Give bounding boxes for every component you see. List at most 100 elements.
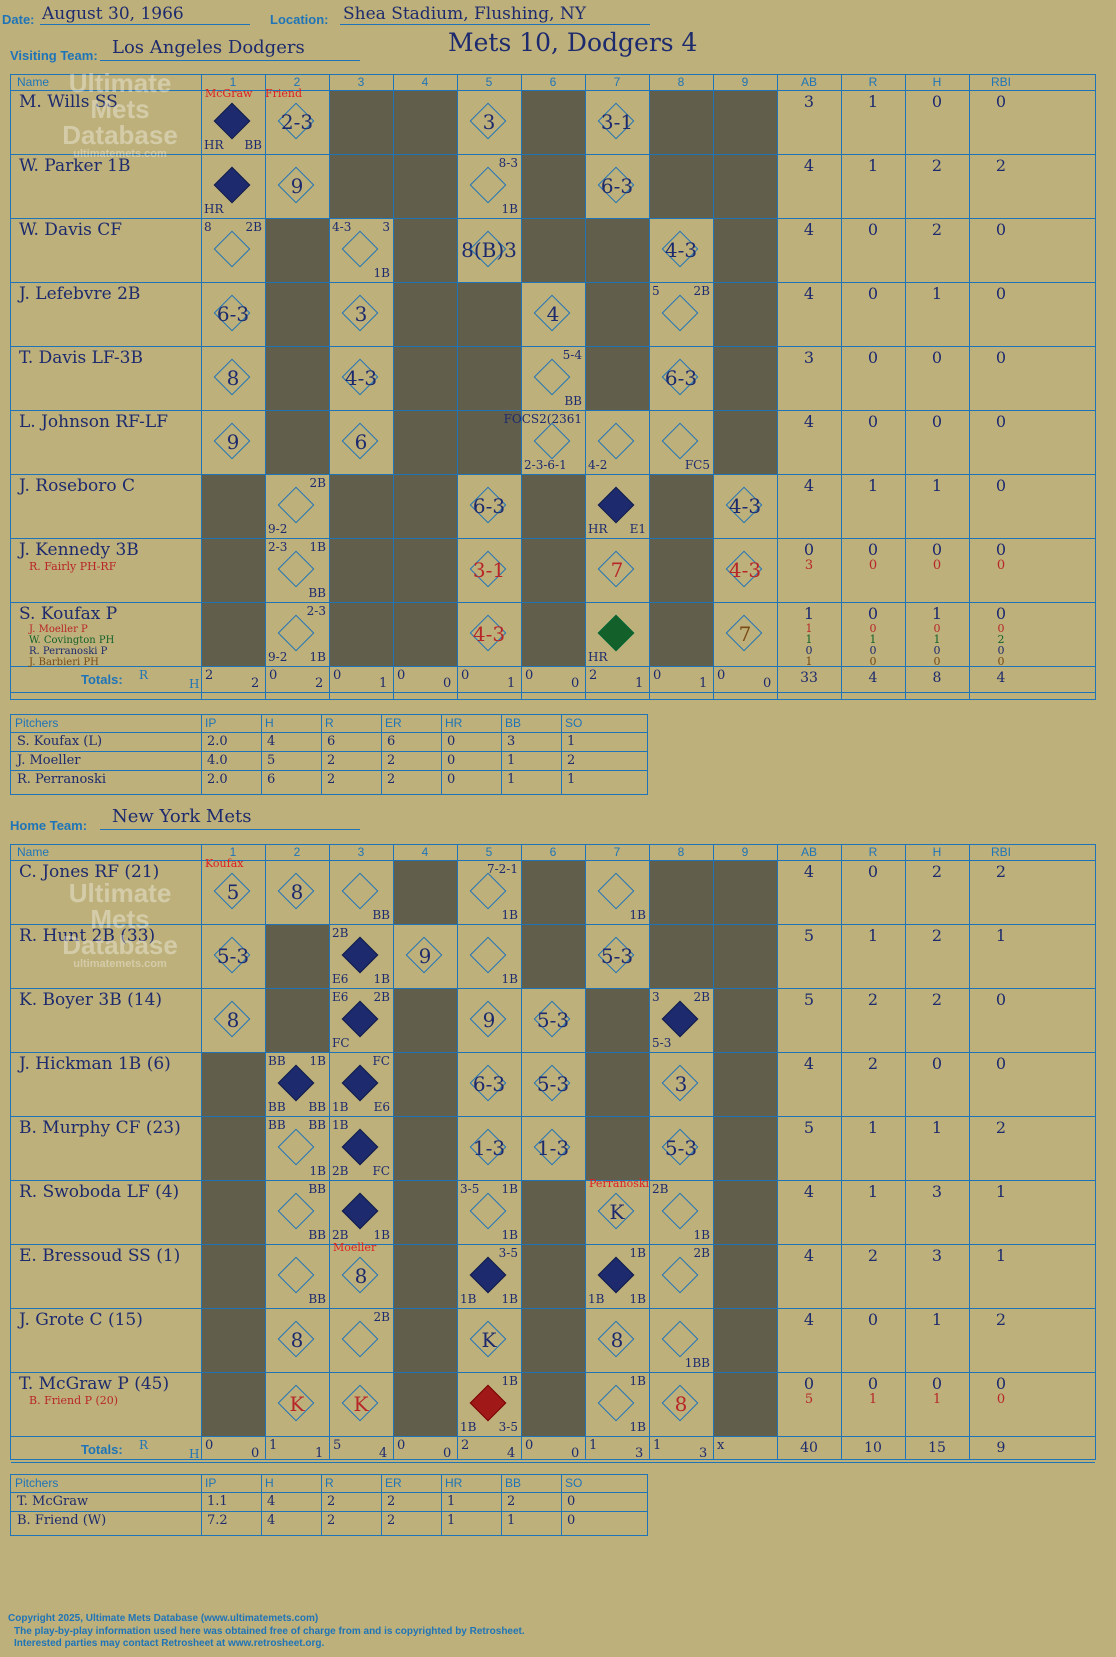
play-result: 6-3 <box>472 494 506 518</box>
home-scorecard: Name 1 2 3 4 5 6 7 8 9 AB R H RBI 5 8 BB 7-2-1 1B 1B 5-3 2B E6… <box>10 844 1096 1463</box>
home-inning-cell: 5-3 <box>521 1052 585 1116</box>
visitors-empty-cell <box>713 282 777 346</box>
visitors-empty-cell <box>713 218 777 282</box>
visitors-player-stat: 0 <box>803 540 815 559</box>
play-annotation: 2-3 <box>268 540 288 554</box>
home-inning-runs: 5 <box>333 1438 342 1453</box>
home-inning-cell: 1B 1B 1B <box>585 1244 649 1308</box>
visitors-pitcher-cell: 6 <box>387 734 396 749</box>
home-inning-cell: 2B <box>329 1308 393 1372</box>
visitors-sub-player-stat: 0 <box>997 655 1005 668</box>
visitors-pitcher-cell: 2 <box>387 753 396 768</box>
visitors-player-stat: 0 <box>867 604 879 623</box>
visitors-pitcher-cell: 4.0 <box>207 753 228 768</box>
home-empty-cell <box>713 988 777 1052</box>
home-player-stat: 0 <box>867 862 879 881</box>
home-col-rule <box>585 845 586 1459</box>
home-player-stat: 2 <box>867 990 879 1009</box>
play-annotation: 1B <box>501 1374 518 1388</box>
home-empty-cell <box>393 860 457 924</box>
visitors-col-rule <box>521 75 522 699</box>
home-inning-hits: 0 <box>251 1446 260 1461</box>
visitors-totals-h-label: H <box>189 677 200 691</box>
play-annotation: 5-4 <box>562 348 582 362</box>
visitors-sub-player-stat: 1 <box>933 633 941 646</box>
visitors-empty-cell <box>265 282 329 346</box>
home-empty-cell <box>393 988 457 1052</box>
play-result: 8 <box>674 1392 688 1416</box>
home-pitcher-cell: 4 <box>267 1494 276 1509</box>
visitors-sub-player-stat: 0 <box>997 622 1005 635</box>
visitors-player-stat: 0 <box>867 284 879 303</box>
home-pitcher-cell: 0 <box>567 1513 576 1528</box>
base-path-diamond <box>661 422 699 460</box>
play-annotation: BB <box>244 138 262 152</box>
visitors-pitcher-col-rule <box>381 715 382 794</box>
visitors-player-stat: 0 <box>995 412 1007 431</box>
visitors-pitcher-cell: 1 <box>507 772 516 787</box>
play-annotation: 1B <box>460 1292 477 1306</box>
visitors-pitcher-col-rule <box>561 715 562 794</box>
home-totals-label: Totals: <box>81 1442 123 1457</box>
play-result: 7 <box>610 558 624 582</box>
visitors-inning-cell: 8(B)3 <box>457 218 521 282</box>
visitors-inning-cell: 6-3 <box>201 282 265 346</box>
run-scored-diamond <box>341 1128 379 1166</box>
home-inning-cell: 1B 1B <box>585 1372 649 1436</box>
home-inning-cell: 3-5 1B 1B <box>457 1244 521 1308</box>
visitors-inning-runs: 0 <box>333 668 342 683</box>
home-pitcher-col-rule <box>501 1475 502 1535</box>
visitors-player-stat: 0 <box>867 412 879 431</box>
play-annotation: 1B <box>629 1374 646 1388</box>
home-empty-cell <box>713 1244 777 1308</box>
home-sub-player-name: B. Friend P (20) <box>29 1394 119 1407</box>
home-inning-cell: 1B <box>457 924 521 988</box>
home-empty-cell <box>521 1372 585 1436</box>
visitors-player-stat: 0 <box>931 412 943 431</box>
home-player-stat: 5 <box>803 926 815 945</box>
play-annotation: 2B <box>245 220 262 234</box>
visitors-empty-cell <box>393 474 457 538</box>
home-row-rule <box>11 1308 1095 1309</box>
play-annotation: 2-3 <box>306 604 326 618</box>
visitors-sub-player-name: J. Barbieri PH <box>29 657 99 668</box>
home-player-stat: 0 <box>931 1374 943 1393</box>
play-annotation: 1B <box>373 1228 390 1242</box>
home-empty-cell <box>265 924 329 988</box>
home-player-name: J. Hickman 1B (6) <box>19 1054 171 1074</box>
play-annotation: 1B <box>501 1228 518 1242</box>
visitors-col-rule <box>393 75 394 699</box>
watermark-line: Database <box>62 120 178 150</box>
play-result: 6-3 <box>216 302 250 326</box>
play-annotation: HR <box>588 522 608 536</box>
base-path-diamond <box>277 1256 315 1294</box>
play-annotation: 2B <box>309 476 326 490</box>
visitors-player-stat: 1 <box>931 476 943 495</box>
home-player-stat: 1 <box>867 1118 879 1137</box>
visitors-inning-header: 7 <box>613 75 621 89</box>
home-pitcher-cell: 7.2 <box>207 1513 228 1528</box>
home-row-rule <box>11 1180 1095 1181</box>
visitors-scorecard: Name 1 2 3 4 5 6 7 8 9 AB R H RBI HR BB 2-3 3 3-1 HR 9 8-3 1B 6… <box>10 74 1096 700</box>
run-scored-diamond <box>341 1000 379 1038</box>
home-totals-rule <box>11 1462 1095 1463</box>
watermark-line: Mets <box>90 94 150 124</box>
home-pitcher-cell: 2 <box>387 1494 396 1509</box>
base-path-diamond <box>213 230 251 268</box>
play-result: 5 <box>226 880 240 904</box>
visitors-player-stat: 0 <box>995 220 1007 239</box>
home-col-rule <box>777 845 778 1459</box>
home-col-rule <box>201 845 202 1459</box>
visitors-inning-cell: FC5 <box>649 410 713 474</box>
visitors-empty-cell <box>201 538 265 602</box>
play-annotation: 3-5 <box>498 1420 518 1434</box>
home-inning-header: 1 <box>229 845 237 859</box>
home-empty-cell <box>265 988 329 1052</box>
base-path-diamond <box>341 872 379 910</box>
visitors-empty-cell <box>457 346 521 410</box>
play-result: 8 <box>226 1008 240 1032</box>
visitors-row-rule <box>11 282 1095 283</box>
date-underline <box>40 24 250 25</box>
base-path-diamond <box>469 166 507 204</box>
play-result: 4-3 <box>344 366 378 390</box>
